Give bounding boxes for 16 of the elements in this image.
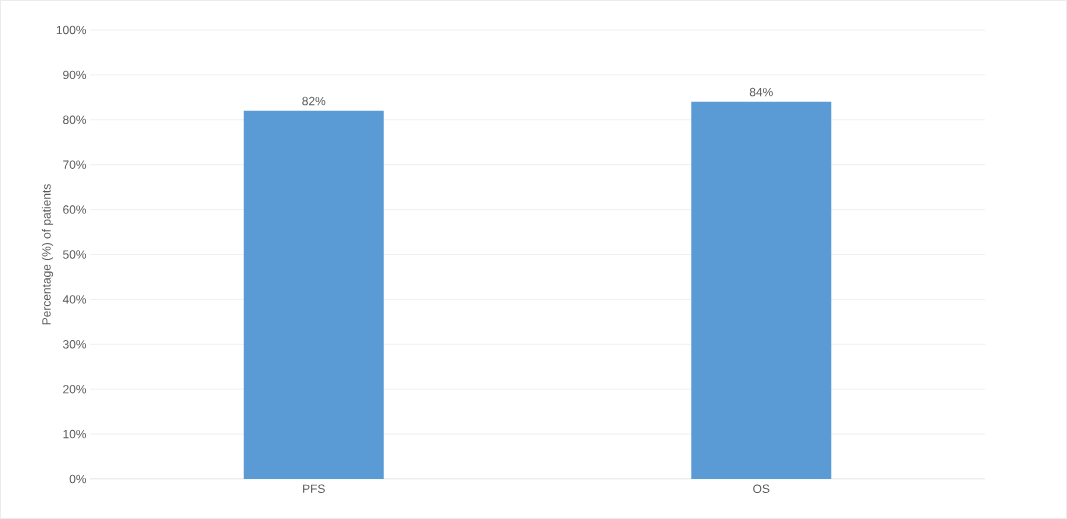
y-tick-label: 60% [63, 205, 87, 214]
y-tick-label: 0% [69, 474, 87, 484]
y-tick-label: 40% [62, 295, 87, 304]
y-tick-label: 80% [63, 115, 87, 125]
data-label: 82% [302, 96, 326, 106]
y-tick-label: 20% [63, 384, 87, 394]
y-axis-title: Percentage (%) of patients [41, 184, 54, 325]
data-label: 84% [749, 87, 773, 97]
y-tick-label: 30% [63, 340, 87, 349]
y-tick-label: 70% [63, 160, 87, 169]
y-tick-label: 100% [56, 25, 87, 35]
y-tick-label: 50% [63, 250, 87, 259]
x-tick-label: OS [753, 484, 770, 493]
y-tick-label: 90% [63, 70, 87, 80]
y-tick-label: 10% [63, 429, 87, 439]
x-tick-label: PFS [303, 484, 325, 493]
